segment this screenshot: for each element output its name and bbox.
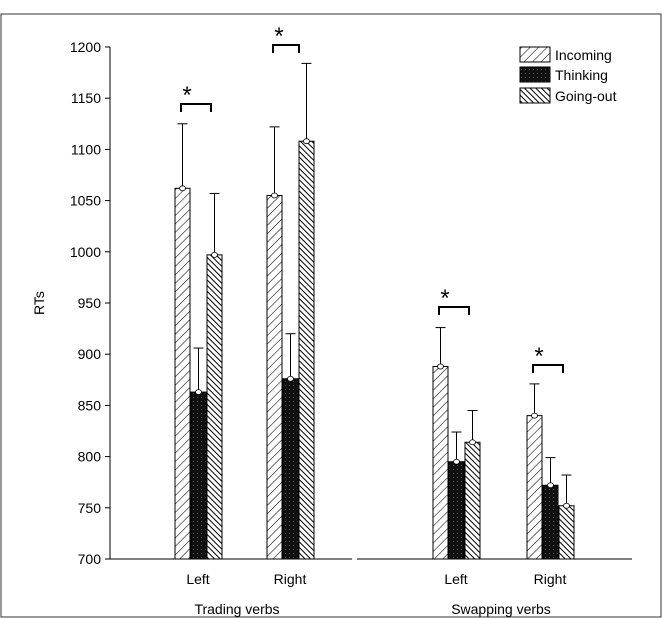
bar [448,461,465,560]
category-label: Left [444,571,467,587]
y-tick-label: 1150 [71,90,101,106]
bar [266,194,283,560]
significance-star: * [440,285,449,312]
bar-top-marker [469,439,476,446]
y-axis-label: RTs [31,291,47,315]
bar-top-marker [179,185,186,192]
bar [526,415,543,560]
y-tick-label: 750 [78,500,102,516]
bar [206,254,223,560]
y-tick-label: 1100 [71,141,101,157]
bar-top-marker [437,363,444,370]
y-tick-label: 1000 [70,244,101,260]
bar-top-marker [211,251,218,258]
legend-swatch [519,46,551,63]
group-label: Swapping verbs [451,601,551,617]
bar [190,391,207,560]
y-tick-label: 1200 [70,39,101,55]
bar [542,484,559,560]
bar-top-marker [531,412,538,419]
bar [174,187,191,560]
bar-top-marker [271,192,278,199]
bar-top-marker [287,375,294,382]
bar [558,505,575,560]
significance-star: * [274,23,283,50]
outer-border [0,13,662,618]
significance-bracket [272,44,300,53]
group-label: Trading verbs [194,601,279,617]
y-tick-label: 850 [78,397,102,413]
significance-star: * [182,82,191,109]
significance-bracket [180,103,212,112]
bar [432,365,449,560]
significance-bracket [532,364,564,373]
significance-bracket [438,306,470,315]
bar [464,441,481,560]
y-tick-label: 800 [78,449,102,465]
bar [282,378,299,560]
y-tick-label: 900 [78,346,102,362]
category-label: Left [186,571,209,587]
category-label: Right [274,571,307,587]
bar [298,140,315,560]
category-label: Right [534,571,567,587]
bar-top-marker [195,389,202,395]
bar-top-marker [303,138,310,145]
legend-label: Going-out [555,88,617,104]
significance-star: * [534,343,543,370]
bar-top-marker [563,502,570,509]
legend-label: Thinking [555,67,608,83]
legend-swatch [519,66,551,83]
y-tick-label: 700 [78,551,102,567]
bar-top-marker [453,458,460,465]
legend-swatch [519,87,551,104]
y-tick-label: 1050 [70,193,101,209]
y-tick-label: 950 [78,295,102,311]
legend-label: Incoming [555,47,612,63]
bar-top-marker [547,482,554,489]
